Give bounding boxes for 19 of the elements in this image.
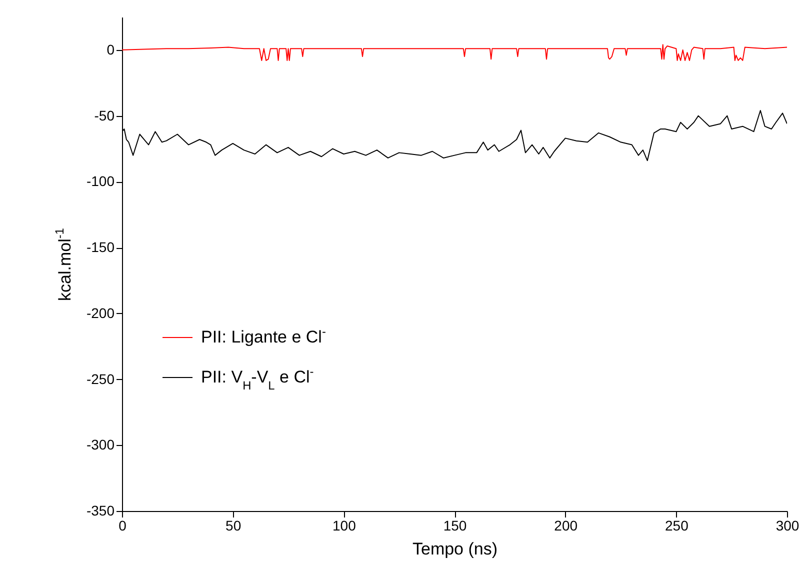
y-tick-label: 0 <box>106 41 115 58</box>
y-tick-label: -50 <box>94 107 115 124</box>
x-tick-label: 300 <box>776 518 800 534</box>
legend-label: PII: Ligante e Cl$^{-}$ <box>201 324 326 346</box>
line-series <box>122 44 787 61</box>
y-tick-label: -350 <box>86 502 115 518</box>
x-tick-label: 200 <box>554 518 578 534</box>
x-tick-label: 150 <box>443 518 467 534</box>
y-tick-label: -100 <box>86 173 115 190</box>
y-tick-label: -200 <box>86 304 115 321</box>
x-tick-label: 0 <box>118 518 127 534</box>
x-tick-label: 50 <box>226 518 242 534</box>
x-axis-title: Tempo (ns) <box>412 540 498 558</box>
x-tick-label: 250 <box>664 518 689 534</box>
y-tick-label: -150 <box>86 239 115 256</box>
y-tick-label: -300 <box>86 436 115 453</box>
legend-label: PII: V$_{H}$-V$_{L}$ e Cl$^{-}$ <box>201 364 314 392</box>
x-tick-label: 100 <box>332 518 356 534</box>
y-tick-label: -250 <box>86 370 115 387</box>
